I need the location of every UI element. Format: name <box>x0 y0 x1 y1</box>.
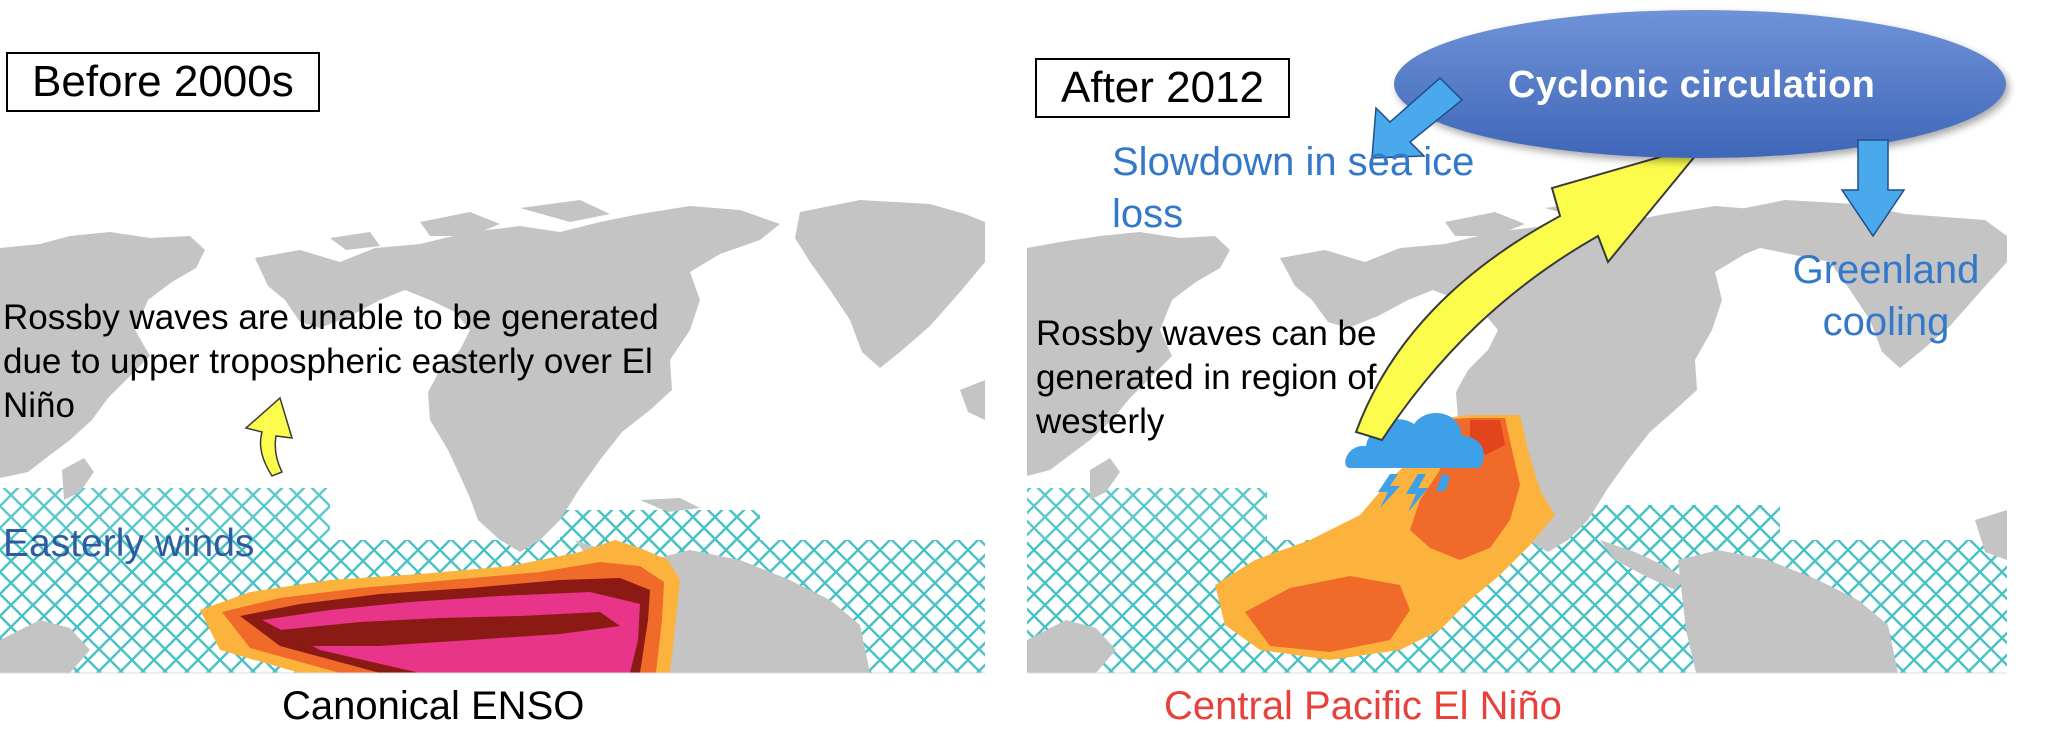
left-annotation-line-3: Niño <box>3 386 75 425</box>
teleconnection-arrow <box>1354 142 1708 442</box>
sea-ice-label: Slowdown in sea ice loss <box>1112 136 1474 240</box>
cyclonic-circulation-label: Cyclonic circulation <box>1508 64 1876 106</box>
left-annotation: Rossby waves are unable to be generated … <box>3 296 659 428</box>
left-era-label: Before 2000s <box>6 52 320 112</box>
canonical-enso-anomaly <box>200 540 680 673</box>
sea-ice-arrow <box>1371 76 1464 159</box>
greenland-label-line-1: Greenland <box>1792 248 1980 292</box>
greenland-arrow <box>1840 139 1906 238</box>
right-land-maritime <box>1027 620 1116 673</box>
left-land-maritime <box>0 620 90 673</box>
central-pacific-anomaly <box>1215 415 1555 660</box>
sea-ice-label-line-1: Slowdown in sea ice <box>1112 140 1475 184</box>
left-land-europe <box>960 380 985 420</box>
right-land-north-america <box>1280 206 1800 552</box>
right-hatch-north <box>1027 488 1267 543</box>
greenland-label-line-2: cooling <box>1822 300 1950 344</box>
left-map <box>0 200 985 673</box>
left-land-caribbean <box>640 498 700 512</box>
right-land-greenland <box>1720 200 2007 368</box>
left-annotation-line-1: Rossby waves are unable to be generated <box>3 298 659 337</box>
left-hatch-north <box>0 488 330 548</box>
left-hatch-east <box>560 510 760 550</box>
greenland-label: Greenland cooling <box>1788 244 1984 348</box>
left-small-arrow <box>244 396 294 477</box>
right-annotation-line-2: generated in region of <box>1036 358 1377 397</box>
right-land-europe <box>1975 510 2007 560</box>
cyclonic-circulation-ellipse <box>1394 10 2006 158</box>
right-hatch-east <box>1560 505 1780 550</box>
right-annotation-line-3: westerly <box>1036 402 1165 441</box>
right-era-label: After 2012 <box>1035 58 1291 118</box>
sea-ice-label-line-2: loss <box>1112 192 1184 236</box>
right-map <box>1027 200 2007 673</box>
right-land-south-america <box>1678 550 1898 673</box>
right-land-asia <box>1027 232 1230 476</box>
left-annotation-line-2: due to upper tropospheric easterly over … <box>3 342 653 381</box>
left-land-japan <box>62 458 94 500</box>
right-land-japan <box>1090 458 1120 500</box>
right-caption: Central Pacific El Niño <box>1164 684 1562 728</box>
right-annotation-line-1: Rossby waves can be <box>1036 314 1377 353</box>
right-land-central-america <box>1600 540 1685 590</box>
right-annotation: Rossby waves can be generated in region … <box>1036 312 1377 444</box>
left-land-greenland <box>795 200 985 368</box>
left-land-arctic-islands <box>330 200 610 250</box>
left-caption: Canonical ENSO <box>282 684 585 728</box>
left-land-south-america <box>650 550 870 673</box>
left-land-asia <box>0 232 205 478</box>
easterly-winds-label: Easterly winds <box>3 522 255 565</box>
left-land-north-america <box>255 206 780 552</box>
